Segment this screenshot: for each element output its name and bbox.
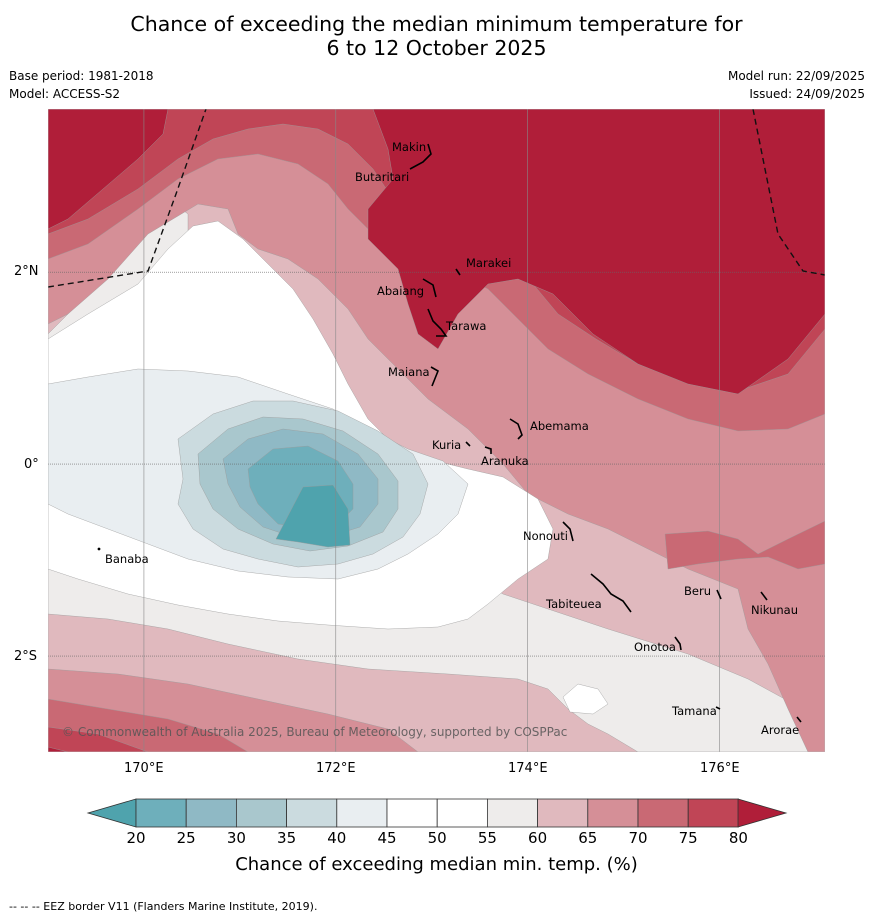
colorbar-label-45: 45 (377, 829, 397, 847)
place-label-banaba: Banaba (105, 552, 149, 566)
contour-70-75-east (664, 520, 825, 570)
contour-50-55-patch (562, 683, 609, 715)
place-label-marakei: Marakei (466, 256, 511, 270)
place-label-beru: Beru (684, 584, 711, 598)
colorbar-max-arrow (737, 798, 788, 828)
lat-tick-2s: 2°S (14, 649, 38, 664)
colorbar-label-50: 50 (427, 829, 447, 847)
place-label-abaiang: Abaiang (377, 284, 424, 298)
colorbar-segment-50-55 (436, 798, 488, 828)
island-tamana (715, 706, 721, 710)
colorbar-label-20: 20 (126, 829, 146, 847)
place-label-arorae: Arorae (761, 723, 799, 737)
island-nonouti (562, 521, 574, 542)
colorbar-min-arrow (86, 798, 137, 828)
lat-tick-0: 0° (24, 457, 39, 472)
eez-border-east (752, 109, 825, 276)
colorbar-label-60: 60 (528, 829, 548, 847)
island-onotoa (674, 636, 682, 651)
island-maiana (430, 366, 440, 387)
contour-gt80 (367, 109, 825, 395)
contour-75-80-south (48, 726, 149, 752)
eez-footnote: -- -- -- EEZ border V11 (Flanders Marine… (9, 900, 318, 913)
colorbar (86, 798, 788, 828)
island-tarawa (427, 308, 448, 337)
colorbar-label-35: 35 (277, 829, 297, 847)
island-arorae (796, 716, 802, 723)
forecast-map: Makin Butaritari Marakei Abaiang Tarawa … (48, 109, 825, 752)
place-label-makin: Makin (392, 140, 426, 154)
island-banaba (97, 547, 101, 551)
colorbar-label-40: 40 (327, 829, 347, 847)
issued-label: Issued: 24/09/2025 (749, 87, 865, 101)
lon-tick-170: 170°E (124, 761, 164, 776)
island-aranuka (484, 446, 492, 454)
place-label-kuria: Kuria (432, 438, 461, 452)
contour-gt80-southwest (48, 746, 69, 752)
colorbar-segment-60-65 (537, 798, 589, 828)
colorbar-label-70: 70 (628, 829, 648, 847)
place-labels: Makin Butaritari Marakei Abaiang Tarawa … (105, 140, 799, 737)
lon-tick-174: 174°E (508, 761, 548, 776)
place-label-aranuka: Aranuka (481, 454, 529, 468)
place-label-nikunau: Nikunau (751, 603, 798, 617)
place-label-nonouti: Nonouti (523, 529, 568, 543)
lon-tick-172: 172°E (316, 761, 356, 776)
island-marakei (455, 268, 461, 276)
island-outlines (97, 143, 802, 723)
colorbar-label-75: 75 (678, 829, 698, 847)
place-label-abemama: Abemama (530, 419, 589, 433)
lat-tick-2n: 2°N (14, 264, 39, 279)
chart-title-line2: 6 to 12 October 2025 (326, 36, 547, 60)
colorbar-segment-65-70 (587, 798, 639, 828)
island-nikunau (760, 591, 768, 601)
colorbar-label-55: 55 (477, 829, 497, 847)
colorbar-segment-20-25 (135, 798, 187, 828)
island-abaiang (422, 278, 437, 298)
colorbar-label-25: 25 (176, 829, 196, 847)
place-label-tamana: Tamana (671, 704, 717, 718)
island-makin-butaritari (409, 143, 432, 170)
gridlines (48, 109, 825, 752)
lon-tick-176: 176°E (700, 761, 740, 776)
colorbar-segment-40-45 (336, 798, 388, 828)
probability-contours (48, 109, 825, 752)
colorbar-label-80: 80 (728, 829, 748, 847)
colorbar-segment-35-40 (286, 798, 338, 828)
colorbar-title: Chance of exceeding median min. temp. (%… (235, 854, 638, 875)
colorbar-segment-25-30 (185, 798, 237, 828)
place-label-tabiteuea: Tabiteuea (545, 597, 602, 611)
model-label: Model: ACCESS-S2 (9, 87, 121, 101)
island-beru (716, 589, 722, 600)
island-kuria (465, 441, 471, 447)
colorbar-segment-45-50 (386, 798, 438, 828)
place-label-maiana: Maiana (388, 365, 430, 379)
island-tabiteuea (590, 573, 632, 613)
chart-title-line1: Chance of exceeding the median minimum t… (130, 12, 743, 36)
colorbar-label-30: 30 (226, 829, 246, 847)
island-abemama (509, 418, 523, 440)
model-run-label: Model run: 22/09/2025 (727, 69, 865, 83)
colorbar-segments (135, 798, 739, 828)
eez-border-west (48, 109, 207, 288)
place-label-onotoa: Onotoa (634, 640, 676, 654)
colorbar-segment-55-60 (486, 798, 538, 828)
contour-gt80-west (48, 109, 169, 230)
contour-lt20 (275, 484, 351, 548)
base-period-label: Base period: 1981-2018 (9, 69, 154, 83)
colorbar-label-65: 65 (578, 829, 598, 847)
colorbar-segment-30-35 (235, 798, 287, 828)
colorbar-segment-75-80 (687, 798, 739, 828)
colorbar-segment-70-75 (637, 798, 689, 828)
copyright-notice: © Commonwealth of Australia 2025, Bureau… (62, 725, 567, 739)
place-label-tarawa: Tarawa (445, 319, 486, 333)
place-label-butaritari: Butaritari (355, 170, 409, 184)
